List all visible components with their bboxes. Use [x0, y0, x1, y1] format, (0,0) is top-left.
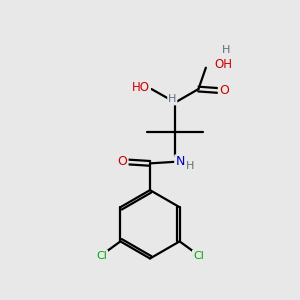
Text: H: H — [186, 161, 194, 171]
Text: H: H — [222, 45, 230, 55]
Text: HO: HO — [132, 81, 150, 94]
Text: H: H — [168, 94, 176, 104]
Text: N: N — [175, 155, 184, 168]
Text: Cl: Cl — [193, 251, 204, 261]
Text: O: O — [219, 84, 229, 97]
Text: O: O — [118, 155, 128, 168]
Text: OH: OH — [214, 58, 232, 70]
Text: Cl: Cl — [96, 251, 107, 261]
